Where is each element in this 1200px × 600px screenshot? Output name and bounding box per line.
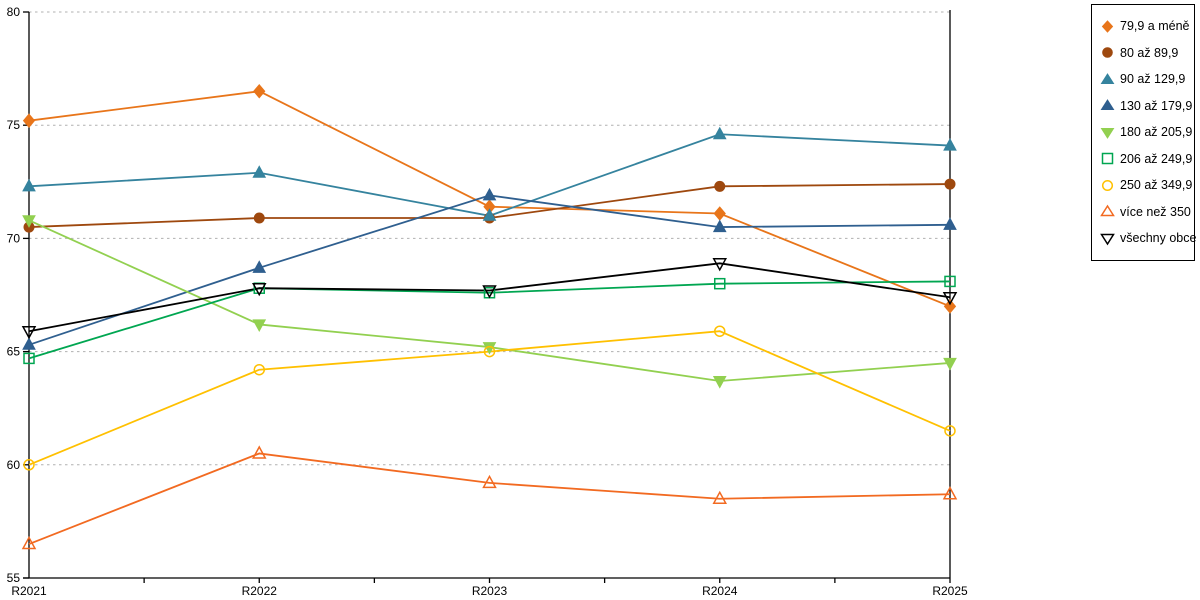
circle-icon [1101, 179, 1114, 191]
x-category-label-R2025: R2025 [932, 584, 968, 598]
legend-item-2: 90 až 129,9 [1100, 66, 1188, 93]
series-0-marker-diamond [713, 206, 726, 221]
x-category-label-R2022: R2022 [242, 584, 278, 598]
series-1-marker-circle [944, 178, 956, 190]
series-7-marker-triangle-up [712, 490, 728, 505]
series-3-marker-triangle-up [943, 217, 957, 230]
triangle-down-glyph [1100, 127, 1115, 139]
legend-label: 80 až 89,9 [1120, 45, 1179, 60]
x-category-label-R2024: R2024 [702, 584, 738, 598]
triangle-down-icon [1100, 233, 1115, 246]
legend-label: více než 350 [1120, 204, 1191, 219]
series-6-marker-circle [253, 363, 265, 376]
y-tick-label-80: 80 [7, 5, 21, 19]
series-2-marker-triangle-up [22, 178, 36, 192]
diamond-glyph [1101, 20, 1114, 33]
x-category-label-R2021: R2021 [11, 584, 47, 598]
series-3-marker-triangle-up [252, 260, 267, 273]
series-4-marker-triangle-down [22, 215, 36, 228]
legend-label: 180 až 205,9 [1120, 125, 1193, 140]
legend-item-4: 180 až 205,9 [1100, 119, 1192, 146]
series-4-marker-triangle-down [252, 319, 267, 332]
legend-label: 79,9 a méně [1120, 19, 1190, 34]
series-8-marker-triangle-down [942, 292, 958, 306]
series-line-8 [28, 262, 951, 333]
series-7-marker-triangle-up [942, 486, 958, 500]
series-line-7 [28, 452, 951, 545]
legend-label: 250 až 349,9 [1120, 178, 1193, 193]
series-6-marker-circle [23, 459, 35, 471]
series-6-marker-circle [944, 425, 956, 437]
series-7-marker-triangle-up [21, 535, 37, 550]
triangle-up-icon [1100, 99, 1115, 111]
legend-item-5: 206 až 249,9 [1100, 146, 1192, 173]
series-0-marker-diamond [943, 299, 957, 314]
series-5-marker-square [23, 352, 35, 365]
circle-glyph [1102, 47, 1113, 59]
plot-area: 55 60 65 70 75 80 R2021 R2022 R2023 R2024 R2025 [7, 5, 968, 598]
series-8-marker-triangle-down [712, 258, 728, 272]
series-4-marker-triangle-down [712, 376, 727, 389]
square-glyph [1101, 153, 1114, 165]
series-6-marker-circle [483, 345, 496, 358]
series-2-marker-triangle-up [252, 165, 267, 178]
circle-glyph [1101, 179, 1114, 191]
triangle-up-glyph [1100, 99, 1115, 111]
series-1-marker-circle [253, 212, 265, 224]
triangle-up-icon [1100, 204, 1115, 217]
x-category-label-R2023: R2023 [472, 584, 508, 598]
series-3-marker-triangle-up [482, 187, 497, 201]
series-8-marker-triangle-down [21, 325, 37, 340]
y-tick-label-60: 60 [7, 458, 21, 472]
legend-item-6: 250 až 349,9 [1100, 172, 1192, 199]
series-8-marker-triangle-down [251, 282, 267, 297]
series-6-marker-circle [714, 325, 726, 337]
series-7-marker-triangle-up [251, 445, 267, 459]
series-8-marker-triangle-down [482, 285, 497, 299]
series-line-5 [28, 280, 951, 360]
legend-item-1: 80 až 89,9 [1100, 40, 1188, 67]
legend-item-7: více než 350 [1100, 199, 1191, 226]
legend-item-0: 79,9 a méně [1100, 13, 1190, 40]
series-5-marker-square [714, 277, 726, 290]
series-0-marker-diamond [253, 83, 266, 99]
series-1-marker-circle [714, 180, 726, 192]
legend-label: 90 až 129,9 [1120, 72, 1186, 87]
series-0-marker-diamond [22, 113, 36, 128]
series-3-marker-triangle-up [22, 337, 36, 350]
series-2-marker-triangle-up [943, 138, 957, 151]
chart-legend: 79,9 a méně 80 až 89,9 90 až 129,9 130 až 1… [1091, 4, 1196, 261]
y-tick-label-65: 65 [7, 345, 21, 359]
y-tick-label-70: 70 [7, 231, 21, 245]
line-chart: 55 60 65 70 75 80 R2021 R2022 R2023 R2024 R2025 [7, 5, 968, 598]
legend-label: 206 až 249,9 [1120, 151, 1193, 166]
triangle-down-glyph [1100, 233, 1115, 246]
series-2-marker-triangle-up [712, 126, 727, 140]
circle-icon [1102, 47, 1113, 59]
legend-label: 130 až 179,9 [1120, 98, 1193, 113]
triangle-down-icon [1100, 127, 1115, 139]
series-7-marker-triangle-up [482, 474, 497, 489]
diamond-icon [1101, 20, 1114, 33]
legend-item-8: všechny obce [1100, 225, 1196, 252]
series-3-marker-triangle-up [712, 219, 727, 233]
series-2-marker-triangle-up [482, 208, 497, 221]
triangle-up-glyph [1100, 72, 1115, 84]
triangle-up-icon [1100, 72, 1115, 84]
triangle-up-glyph [1100, 204, 1115, 217]
y-tick-label-75: 75 [7, 118, 21, 132]
legend-item-3: 130 až 179,9 [1100, 93, 1192, 120]
series-5-marker-square [944, 275, 956, 288]
series-0-marker-diamond [483, 199, 496, 214]
legend-label: všechny obce [1120, 231, 1197, 246]
square-icon [1101, 153, 1114, 165]
y-tick-label-55: 55 [7, 571, 21, 585]
series-4-marker-triangle-down [943, 357, 957, 371]
